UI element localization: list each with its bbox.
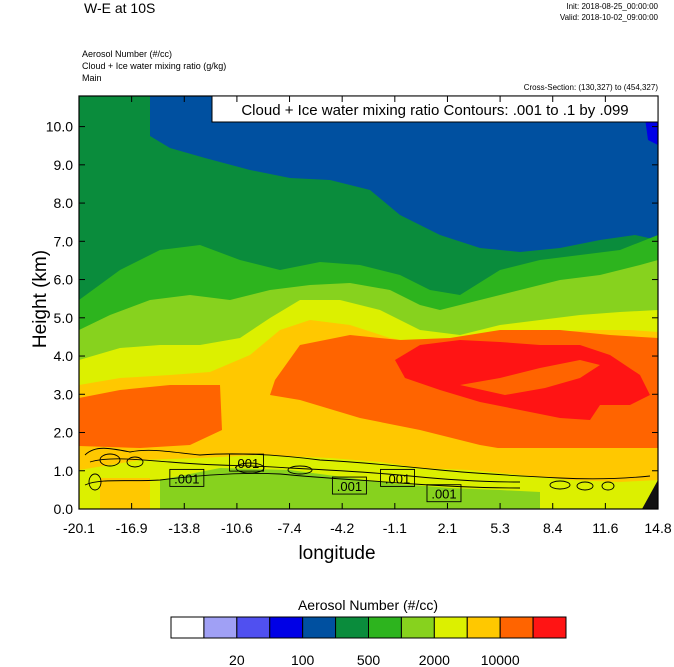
y-tick-label: 3.0	[54, 386, 74, 402]
colorbar-box	[532, 616, 567, 639]
x-axis-label: longitude	[298, 543, 376, 564]
contour-label: .001	[431, 487, 456, 502]
contour-label: .001	[385, 471, 410, 486]
x-tick-label: -20.1	[63, 520, 95, 536]
x-tick-label: -16.9	[116, 520, 148, 536]
y-tick-label: 7.0	[54, 233, 74, 249]
colorbar-label: 2000	[419, 652, 450, 667]
colorbar: 20 100 500 2000 10000	[170, 616, 567, 667]
contour-label-box	[331, 476, 367, 495]
contour-labels: .001 .001 .001 .001 .001	[169, 453, 462, 503]
contour-label-box	[426, 484, 462, 503]
aerosol-shaded-field	[79, 96, 658, 509]
x-tick-label: -10.6	[221, 520, 253, 536]
y-axis: 0.0 1.0 2.0 3.0 4.0 5.0 6.0 7.0 8.0 9.0 10.0	[46, 119, 658, 517]
x-axis: -20.1 -16.9 -13.8 -10.6 -7.4 -4.2 -1.1 2.1 5.3 8.…	[63, 96, 672, 536]
x-tick-label: -1.1	[383, 520, 407, 536]
init-time: Init: 2018-08-25_00:00:00	[566, 2, 658, 11]
x-tick-label: 8.4	[543, 520, 563, 536]
colorbar-label: 20	[229, 652, 245, 667]
colorbar-box	[335, 616, 370, 639]
y-tick-label: 5.0	[54, 310, 74, 326]
colorbar-box	[499, 616, 534, 639]
contour-label: .001	[174, 471, 199, 486]
y-tick-label: 6.0	[54, 272, 74, 288]
colorbar-title: Aerosol Number (#/cc)	[298, 597, 438, 613]
y-tick-label: 1.0	[54, 463, 74, 479]
plot-title: W-E at 10S	[84, 0, 156, 16]
x-tick-label: 5.3	[490, 520, 510, 536]
x-tick-label: -7.4	[277, 520, 301, 536]
colorbar-label: 100	[291, 652, 315, 667]
y-tick-label: 10.0	[46, 119, 73, 135]
x-tick-label: 14.8	[644, 520, 671, 536]
x-tick-label: 11.6	[592, 520, 618, 536]
contour-label-box	[229, 453, 265, 472]
colorbar-box	[203, 616, 238, 639]
colorbar-box	[466, 616, 501, 639]
colorbar-box	[236, 616, 271, 639]
contour-label: .001	[234, 456, 259, 471]
valid-time: Valid: 2018-10-02_09:00:00	[559, 13, 658, 22]
y-tick-label: 0.0	[54, 501, 74, 517]
y-tick-label: 4.0	[54, 348, 74, 364]
x-tick-label: -13.8	[168, 520, 200, 536]
cross-section-label: Cross-Section: (130,327) to (454,327)	[523, 83, 658, 92]
colorbar-box	[400, 616, 435, 639]
colorbar-box	[269, 616, 304, 639]
contour-label: .001	[337, 479, 362, 494]
colorbar-label: 500	[357, 652, 381, 667]
colorbar-box	[170, 616, 205, 639]
chart-title: Cloud + Ice water mixing ratio Contours:…	[241, 102, 628, 119]
field-label-cloud-ice: Cloud + Ice water mixing ratio (g/kg)	[82, 61, 227, 71]
cloud-contours	[84, 447, 651, 491]
x-tick-label: -4.2	[330, 520, 354, 536]
contour-label-box	[169, 468, 205, 487]
field-label-aerosol: Aerosol Number (#/cc)	[82, 49, 173, 59]
colorbar-box	[368, 616, 402, 639]
contour-label-box	[380, 468, 415, 487]
colorbar-box	[302, 616, 337, 639]
colorbar-box	[433, 616, 468, 639]
field-label-main: Main	[82, 73, 102, 83]
y-tick-label: 9.0	[54, 157, 74, 173]
y-tick-label: 2.0	[54, 425, 74, 441]
chart-title-group: Cloud + Ice water mixing ratio Contours:…	[211, 95, 659, 123]
colorbar-label: 10000	[481, 652, 520, 667]
y-tick-label: 8.0	[54, 195, 74, 211]
x-tick-label: 2.1	[438, 520, 458, 536]
